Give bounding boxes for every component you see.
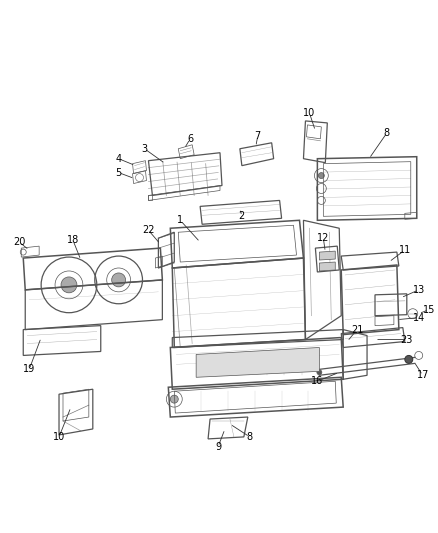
Text: 21: 21 (351, 325, 363, 335)
Text: 22: 22 (142, 225, 155, 235)
Text: 6: 6 (187, 134, 193, 144)
Text: 18: 18 (67, 235, 79, 245)
Circle shape (61, 277, 77, 293)
Text: 23: 23 (401, 335, 413, 344)
Circle shape (317, 370, 322, 375)
Text: 2: 2 (239, 211, 245, 221)
Text: 17: 17 (417, 370, 429, 381)
Text: 12: 12 (317, 233, 329, 243)
Circle shape (318, 173, 324, 179)
Text: 1: 1 (177, 215, 184, 225)
Polygon shape (319, 262, 335, 271)
Text: 4: 4 (116, 154, 122, 164)
Polygon shape (196, 348, 319, 377)
Text: 14: 14 (413, 313, 425, 322)
Text: 11: 11 (399, 245, 411, 255)
Text: 10: 10 (303, 108, 315, 118)
Text: 8: 8 (384, 128, 390, 138)
Text: 15: 15 (423, 305, 435, 314)
Text: 13: 13 (413, 285, 425, 295)
Text: 20: 20 (13, 237, 25, 247)
Circle shape (170, 395, 178, 403)
Text: 8: 8 (247, 432, 253, 442)
Text: 19: 19 (23, 365, 35, 374)
Text: 7: 7 (254, 131, 261, 141)
Text: 9: 9 (215, 442, 221, 452)
Text: 16: 16 (311, 376, 324, 386)
Text: 5: 5 (116, 167, 122, 177)
Text: 10: 10 (53, 432, 65, 442)
Polygon shape (319, 251, 335, 260)
Text: 3: 3 (141, 144, 148, 154)
Circle shape (112, 273, 126, 287)
Circle shape (405, 356, 413, 364)
